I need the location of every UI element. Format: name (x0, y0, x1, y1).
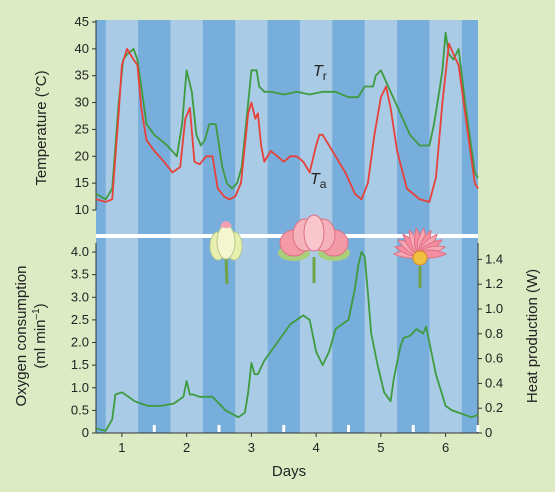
y-tick-label: 15 (75, 175, 89, 190)
temperature-plot (95, 31, 479, 203)
y-tick-label: 3.0 (71, 289, 89, 304)
midnight-marker (347, 425, 351, 432)
y-tick-label: 4.0 (71, 244, 89, 259)
y-tick-label: 1.5 (71, 357, 89, 372)
x-tick-label: 1 (118, 440, 125, 455)
night-band (397, 20, 430, 433)
temperature-y-axis: 10 15 20 25 30 35 40 45 (75, 14, 97, 217)
oxygen-plot (95, 251, 479, 432)
midnight-marker (152, 425, 156, 432)
y-tick-label: 2.5 (71, 312, 89, 327)
y-tick-label: 20 (75, 148, 89, 163)
y-tick-label: 40 (75, 41, 89, 56)
x-tick-label: 3 (248, 440, 255, 455)
y-right-tick-label: 0 (485, 425, 492, 440)
night-band (138, 20, 171, 433)
y-tick-label: 1.0 (71, 380, 89, 395)
series-line-ta (95, 42, 479, 203)
x-axis-title: Days (272, 463, 306, 480)
y-right-tick-label: 1.0 (485, 301, 503, 316)
y-tick-label: 10 (75, 202, 89, 217)
series-label-tr: Tr (313, 63, 327, 83)
heat-y-axis: 0 0.2 0.4 0.6 0.8 1.0 1.2 1.4 (477, 243, 503, 440)
y-tick-label: 2.0 (71, 335, 89, 350)
x-tick-label: 2 (183, 440, 190, 455)
midnight-marker (476, 425, 480, 432)
series-label-ta: Ta (310, 171, 327, 191)
y-right-tick-label: 0.4 (485, 375, 503, 390)
midnight-marker (282, 425, 286, 432)
midnight-marker (217, 425, 221, 432)
night-band (461, 20, 478, 433)
night-band (96, 20, 106, 433)
night-band (332, 20, 365, 433)
oxygen-axis-unit: (ml min–1) (31, 303, 49, 368)
lotus-half-open-icon (278, 214, 350, 283)
series-line-oxygen (95, 251, 479, 432)
y-tick-label: 0.5 (71, 402, 89, 417)
x-tick-label: 6 (442, 440, 449, 455)
y-right-tick-label: 0.6 (485, 351, 503, 366)
midnight-marker (411, 425, 415, 432)
y-right-tick-label: 1.2 (485, 276, 503, 291)
oxygen-y-axis: 0 0.5 1.0 1.5 2.0 2.5 3.0 3.5 4.0 (71, 243, 97, 440)
y-tick-label: 25 (75, 121, 89, 136)
oxygen-axis-title: Oxygen consumption (13, 266, 30, 407)
y-right-tick-label: 1.4 (485, 251, 503, 266)
heat-axis-title: Heat production (W) (524, 269, 541, 403)
days-x-axis: 1 2 3 4 5 6 (96, 425, 480, 455)
x-tick-label: 5 (377, 440, 384, 455)
y-right-tick-label: 0.2 (485, 400, 503, 415)
y-tick-label: 45 (75, 14, 89, 29)
lotus-open-icon (393, 227, 447, 288)
series-line-tr (95, 31, 479, 201)
y-tick-label: 35 (75, 68, 89, 83)
y-tick-label: 0 (82, 425, 89, 440)
day-night-bands (96, 20, 478, 433)
lotus-bud-icon (209, 221, 243, 285)
y-right-tick-label: 0.8 (485, 326, 503, 341)
x-tick-label: 4 (313, 440, 320, 455)
y-tick-label: 3.5 (71, 267, 89, 282)
y-tick-label: 30 (75, 95, 89, 110)
temperature-axis-title: Temperature (°C) (33, 70, 50, 185)
